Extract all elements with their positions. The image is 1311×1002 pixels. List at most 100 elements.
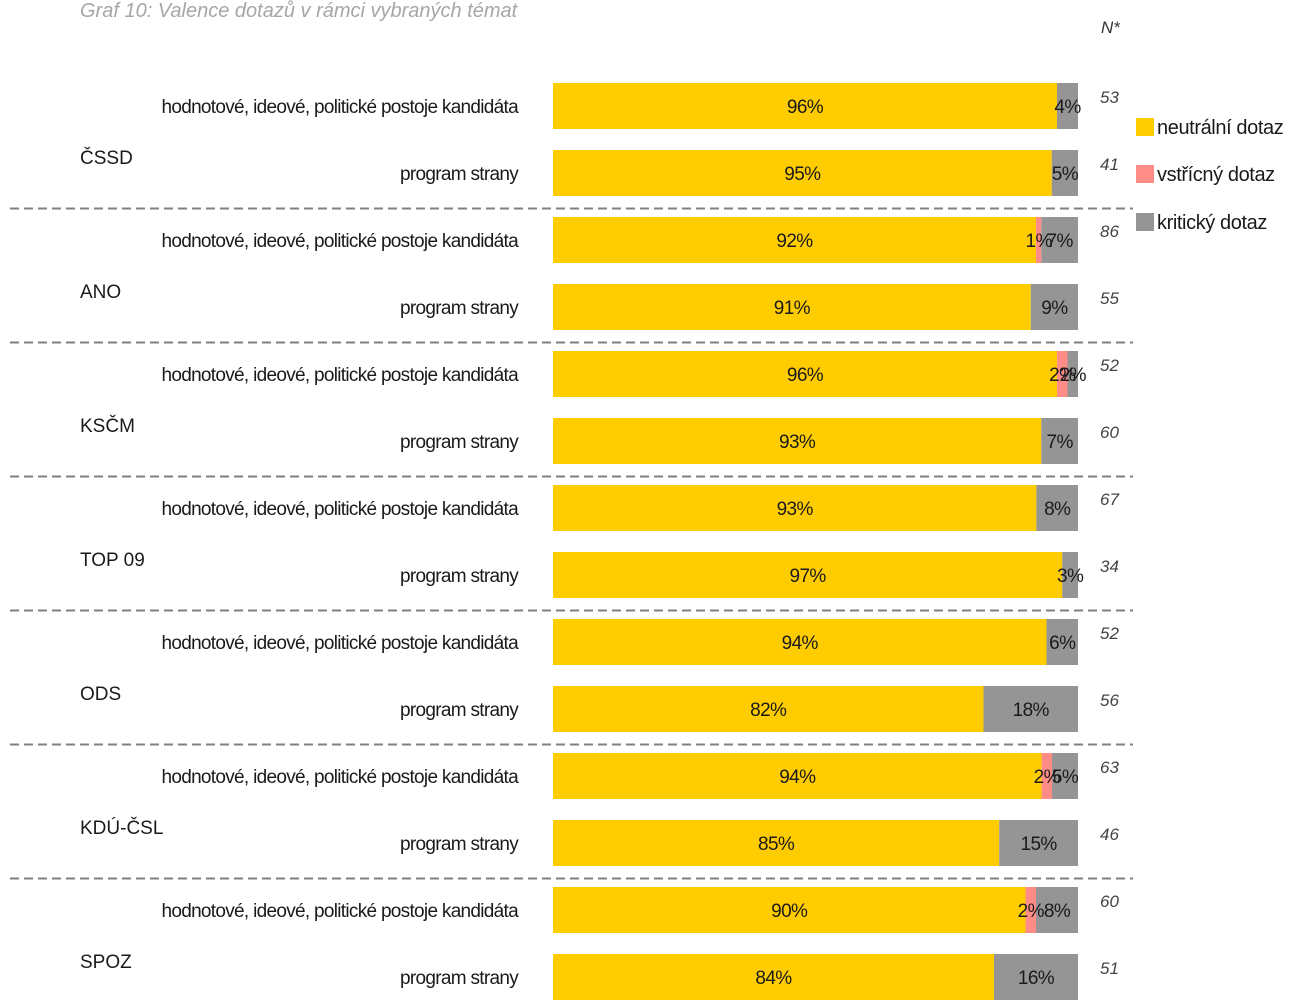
bar-segment: [1030, 284, 1078, 330]
bar-segment: [553, 150, 1052, 196]
bar-value-label: 94%: [779, 767, 816, 788]
n-value: 51: [1100, 959, 1119, 978]
row-label: hodnotové, ideové, politické postoje kan…: [161, 633, 519, 654]
bar-segment: [1052, 753, 1078, 799]
bar-value-label: 85%: [758, 834, 795, 855]
bar-value-label: 8%: [1044, 901, 1071, 922]
bar-value-label: 95%: [784, 164, 821, 185]
chart-title: Graf 10: Valence dotazů v rámci vybranýc…: [80, 0, 519, 22]
bar-segment: [994, 954, 1078, 1000]
plot-area: hodnotové, ideové, politické postoje kan…: [10, 83, 1133, 1000]
bar-row: program strany 82% 18% 56: [400, 686, 1119, 732]
bar-row: hodnotové, ideové, politické postoje kan…: [161, 485, 1119, 531]
party-label: TOP 09: [80, 550, 145, 571]
bar-segment: [553, 552, 1063, 598]
n-value: 41: [1100, 155, 1119, 174]
n-value: 60: [1100, 423, 1119, 442]
bar-value-label: 90%: [771, 901, 808, 922]
n-value: 56: [1100, 691, 1119, 710]
bar-segment: [553, 351, 1057, 397]
row-label: hodnotové, ideové, politické postoje kan…: [161, 901, 519, 922]
n-value: 67: [1100, 490, 1119, 509]
bar-segment: [553, 954, 994, 1000]
bar-segment: [1036, 485, 1078, 531]
bar-value-label: 18%: [1013, 700, 1050, 721]
row-label: program strany: [400, 432, 519, 453]
bar-value-label: 96%: [787, 97, 824, 118]
row-label: program strany: [400, 298, 519, 319]
party-group: hodnotové, ideové, politické postoje kan…: [80, 485, 1119, 598]
bar-segment: [1041, 418, 1078, 464]
bar-value-label: 2%: [1034, 767, 1061, 788]
party-group: hodnotové, ideové, politické postoje kan…: [80, 753, 1119, 866]
bar-segment: [553, 217, 1036, 263]
bar-value-label: 84%: [755, 968, 792, 989]
bar-segment: [999, 820, 1078, 866]
bar-row: program strany 97% 3% 34: [400, 552, 1119, 598]
bar-segment: [1025, 887, 1036, 933]
bar-segment: [553, 686, 984, 732]
bar-row: hodnotové, ideové, politické postoje kan…: [161, 217, 1119, 263]
bar-segment: [553, 820, 1000, 866]
n-value: 86: [1100, 222, 1119, 241]
party-label: ODS: [80, 684, 121, 705]
bar-row: program strany 91% 9% 55: [400, 284, 1119, 330]
bar-segment: [1041, 753, 1053, 799]
party-label: ANO: [80, 282, 121, 303]
party-group: hodnotové, ideové, politické postoje kan…: [80, 83, 1119, 196]
bar-segment: [983, 686, 1078, 732]
legend-label-friendly: vstřícný dotaz: [1157, 164, 1275, 186]
bar-segment: [1046, 619, 1078, 665]
n-value: 52: [1100, 624, 1119, 643]
n-value: 55: [1100, 289, 1119, 308]
bar-segment: [1057, 351, 1068, 397]
bar-value-label: 97%: [790, 566, 827, 587]
bar-segment: [553, 284, 1031, 330]
row-label: hodnotové, ideové, politické postoje kan…: [161, 767, 519, 788]
legend-item-friendly: vstřícný dotaz: [1136, 164, 1275, 186]
bar-value-label: 4%: [1054, 97, 1081, 118]
bar-row: hodnotové, ideové, politické postoje kan…: [161, 753, 1119, 799]
row-label: program strany: [400, 968, 519, 989]
bar-value-label: 2%: [1060, 365, 1087, 386]
bar-value-label: 5%: [1052, 767, 1079, 788]
bar-value-label: 7%: [1046, 432, 1073, 453]
bar-value-label: 15%: [1021, 834, 1058, 855]
bar-segment: [1041, 217, 1078, 263]
party-group: hodnotové, ideové, politické postoje kan…: [80, 351, 1119, 464]
n-header: N*: [1101, 18, 1121, 37]
legend-swatch-neutral: [1136, 118, 1154, 136]
party-group: hodnotové, ideové, politické postoje kan…: [80, 217, 1119, 330]
bar-segment: [1051, 150, 1078, 196]
bar-value-label: 2%: [1018, 901, 1045, 922]
row-label: program strany: [400, 834, 519, 855]
bar-row: hodnotové, ideové, politické postoje kan…: [161, 83, 1119, 129]
bar-row: hodnotové, ideové, politické postoje kan…: [161, 351, 1119, 397]
bar-segment: [1057, 83, 1078, 129]
party-label: KDÚ-ČSL: [80, 817, 163, 839]
bar-value-label: 6%: [1049, 633, 1076, 654]
legend-item-neutral: neutrální dotaz: [1136, 117, 1284, 139]
bar-segment: [1067, 351, 1078, 397]
bar-value-label: 91%: [774, 298, 811, 319]
row-label: hodnotové, ideové, politické postoje kan…: [161, 499, 519, 520]
party-group: hodnotové, ideové, politické postoje kan…: [80, 619, 1119, 732]
bar-value-label: 5%: [1052, 164, 1079, 185]
bar-value-label: 1%: [1025, 231, 1052, 252]
bar-row: hodnotové, ideové, politické postoje kan…: [161, 619, 1119, 665]
bar-value-label: 3%: [1057, 566, 1084, 587]
bar-segment: [553, 887, 1026, 933]
bar-segment: [553, 619, 1047, 665]
party-label: KSČM: [80, 415, 135, 437]
bar-row: program strany 95% 5% 41: [400, 150, 1119, 196]
n-value: 63: [1100, 758, 1119, 777]
bar-value-label: 9%: [1041, 298, 1068, 319]
bar-row: hodnotové, ideové, politické postoje kan…: [161, 887, 1119, 933]
party-group: hodnotové, ideové, politické postoje kan…: [80, 887, 1119, 1000]
bar-segment: [1036, 217, 1042, 263]
bar-segment: [1062, 552, 1078, 598]
bar-segment: [553, 753, 1042, 799]
party-label: SPOZ: [80, 952, 132, 973]
bar-value-label: 93%: [779, 432, 816, 453]
